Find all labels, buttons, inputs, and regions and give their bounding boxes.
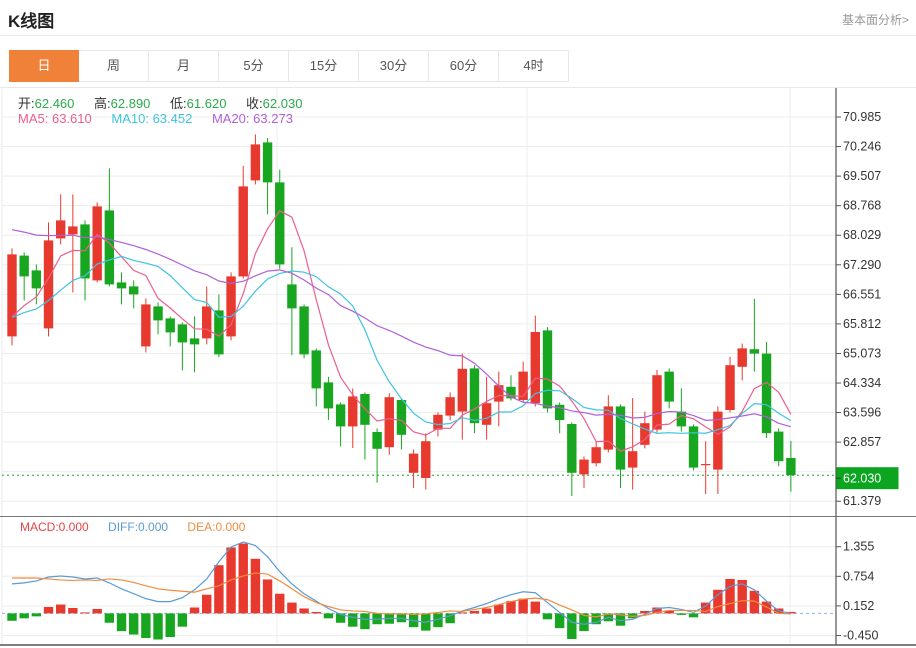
tab-30min[interactable]: 30分 [359,50,429,82]
svg-text:69.507: 69.507 [843,169,881,183]
ma5-line [11,210,792,452]
ma20-line [11,229,792,428]
svg-text:63.596: 63.596 [843,406,881,420]
svg-text:0.754: 0.754 [843,569,874,583]
tab-month[interactable]: 月 [149,50,219,82]
tab-15min[interactable]: 15分 [289,50,359,82]
candles-group [7,134,796,496]
price-axis-labels: 70.985 70.246 69.507 68.768 68.029 67.290 66.5… [836,110,881,508]
page-title: K线图 [8,12,55,31]
svg-text:62.857: 62.857 [843,435,881,449]
svg-text:70.985: 70.985 [843,110,881,124]
tab-4hour[interactable]: 4时 [499,50,569,82]
svg-text:0.152: 0.152 [843,599,874,613]
panel-frame [0,88,916,646]
svg-text:68.768: 68.768 [843,199,881,213]
svg-text:68.029: 68.029 [843,228,881,242]
kline-chart[interactable]: 70.985 70.246 69.507 68.768 68.029 67.290 66.5… [0,88,916,648]
macd-histogram [7,543,796,640]
svg-text:64.334: 64.334 [843,376,881,390]
macd-lines [11,541,791,625]
chart-top-border [0,87,916,88]
svg-text:70.246: 70.246 [843,140,881,154]
svg-text:67.290: 67.290 [843,258,881,272]
svg-text:65.812: 65.812 [843,317,881,331]
current-price-tag: 62.030 [836,467,899,490]
svg-text:66.551: 66.551 [843,287,881,301]
tab-5min[interactable]: 5分 [219,50,289,82]
svg-text:65.073: 65.073 [843,346,881,360]
svg-text:1.355: 1.355 [843,540,874,554]
ma10-line [11,255,792,434]
header-divider [0,35,916,36]
svg-text:61.379: 61.379 [843,494,881,508]
dea-line [12,572,791,618]
fundamental-analysis-link[interactable]: 基本面分析> [841,13,909,27]
svg-text:-0.450: -0.450 [843,629,878,643]
ma-lines [11,210,792,452]
tab-week[interactable]: 周 [79,50,149,82]
interval-tabs: 日周月 5分 15分 30分 60分 4时 [9,50,569,82]
tab-day[interactable]: 日 [9,50,79,82]
diff-line [11,541,791,625]
grid-lines [1,88,836,645]
macd-axis-labels: 1.355 0.754 0.152 -0.450 [836,540,878,643]
tab-60min[interactable]: 60分 [429,50,499,82]
svg-text:62.030: 62.030 [843,472,881,486]
